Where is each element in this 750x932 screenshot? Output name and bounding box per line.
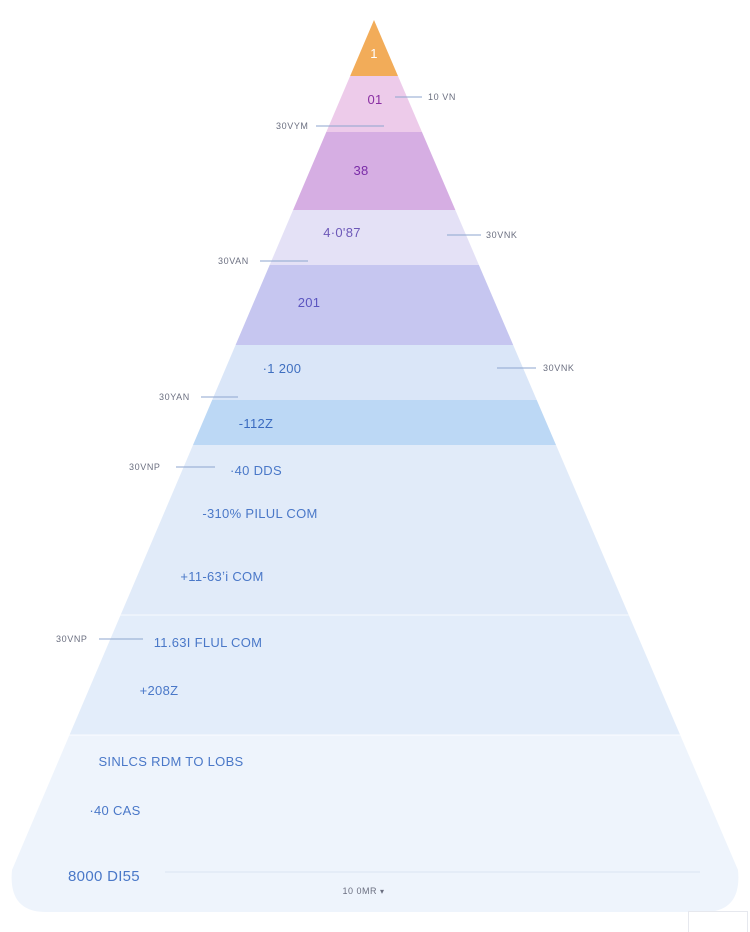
tier-label-6: ·1 200 [263,361,302,376]
side-label-4: 30VAN [218,256,249,266]
inner-label-6: SINLCS RDM TO LOBS [98,754,243,769]
side-label-1: 10 VN [428,92,456,102]
inner-labels: ·40 DDS -310% PILUL COM +11-63ʼi COM 11.… [68,463,317,885]
pyramid-tier-3 [11,132,739,210]
tier-labels: 1 01 38 4·0'87 201 ·1 200 -112Z [239,46,382,431]
footer: 10 0MR ▾ [342,886,384,896]
side-label-8: 30VNP [56,634,88,644]
tier-label-4: 4·0'87 [323,225,361,240]
pyramid-tier-9 [11,615,739,735]
inner-label-2: -310% PILUL COM [202,506,317,521]
inner-label-8: 8000 DI55 [68,868,140,885]
pyramid-tier-1 [11,20,739,76]
side-labels: 10 VN 30VYM 30VNK 30VAN 30VNK 30YAN 30VN… [56,92,575,644]
tier-label-3: 38 [353,163,368,178]
pyramid-tier-6 [11,345,739,400]
pyramid-tier-8 [11,445,739,615]
tier-label-2: 01 [367,92,382,107]
side-label-6: 30YAN [159,392,190,402]
inner-label-3: +11-63ʼi COM [180,569,263,584]
pyramid-tier-7 [11,400,739,445]
corner-box [688,911,748,932]
tier-label-5: 201 [298,295,321,310]
side-label-2: 30VYM [276,121,309,131]
footer-label: 10 0MR [342,886,377,896]
inner-label-4: 11.63I FLUL COM [154,635,263,650]
chevron-down-icon: ▾ [380,887,385,896]
side-label-7: 30VNP [129,462,161,472]
side-label-3: 30VNK [486,230,518,240]
tier-label-7: -112Z [239,416,274,431]
inner-label-7: ·40 CAS [89,803,140,818]
callout-lines [99,96,536,640]
inner-label-5: +208Z [140,683,179,698]
pyramid-tier-10 [11,735,739,912]
tier-label-1: 1 [370,46,378,61]
pyramid-tier-4 [11,210,739,265]
pyramid-tier-5 [11,265,739,345]
inner-label-1: ·40 DDS [230,463,282,478]
side-label-5: 30VNK [543,363,575,373]
